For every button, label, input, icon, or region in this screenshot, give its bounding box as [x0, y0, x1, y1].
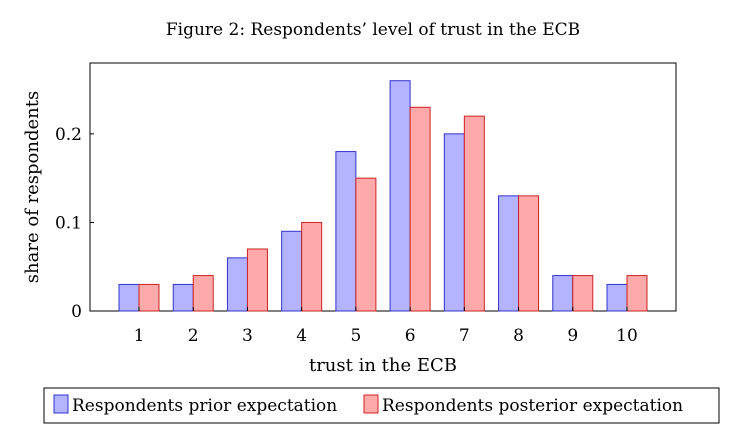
bar-posterior-4	[301, 221, 323, 312]
legend: Respondents prior expectation Respondent…	[43, 387, 720, 424]
bar-prior-4	[281, 230, 303, 312]
bar-posterior-3	[246, 248, 268, 312]
bar-posterior-9	[572, 275, 594, 312]
y-axis-label: share of respondents	[22, 91, 43, 283]
legend-label-prior: Respondents prior expectation	[72, 396, 337, 416]
bar-prior-5	[335, 151, 357, 312]
chart-title: Figure 2: Respondents’ level of trust in…	[166, 20, 580, 40]
x-axis-ticks: 1 2 3 4 5 6 7 8 9 10	[134, 307, 638, 346]
bar-prior-1	[118, 283, 140, 312]
y-tick-label-2: 0.2	[55, 125, 82, 145]
y-axis-ticks: 0 0.1 0.2	[55, 125, 94, 322]
bar-posterior-1	[138, 283, 160, 312]
x-tick-label-8: 8	[513, 326, 524, 346]
bar-prior-6	[389, 80, 411, 312]
legend-frame	[43, 387, 720, 424]
bar-prior-3	[226, 257, 248, 312]
bar-posterior-10	[626, 275, 648, 312]
x-tick-label-1: 1	[134, 326, 145, 346]
legend-swatch-posterior	[363, 394, 379, 414]
bar-prior-9	[552, 275, 574, 312]
x-tick-label-3: 3	[242, 326, 253, 346]
plot-area-frame	[89, 62, 677, 312]
legend-swatch-prior	[53, 394, 69, 414]
x-tick-label-7: 7	[459, 326, 470, 346]
y-tick-label-1: 0.1	[55, 213, 82, 233]
x-tick-label-4: 4	[296, 326, 307, 346]
x-tick-label-10: 10	[616, 326, 638, 346]
x-tick-label-6: 6	[405, 326, 416, 346]
x-axis-label: trust in the ECB	[309, 355, 457, 376]
legend-label-posterior: Respondents posterior expectation	[382, 396, 683, 416]
y-tick-label-0: 0	[71, 302, 82, 322]
bars-group	[118, 80, 648, 312]
bar-posterior-2	[192, 275, 214, 312]
bar-posterior-8	[518, 195, 540, 312]
bar-prior-2	[172, 283, 194, 312]
bar-posterior-5	[355, 177, 377, 312]
bar-prior-10	[606, 283, 628, 312]
x-tick-label-9: 9	[567, 326, 578, 346]
x-tick-label-5: 5	[350, 326, 361, 346]
bar-posterior-7	[463, 115, 485, 312]
bar-prior-8	[498, 195, 520, 312]
bar-posterior-6	[409, 106, 431, 312]
bar-prior-7	[443, 133, 465, 312]
x-tick-label-2: 2	[188, 326, 199, 346]
